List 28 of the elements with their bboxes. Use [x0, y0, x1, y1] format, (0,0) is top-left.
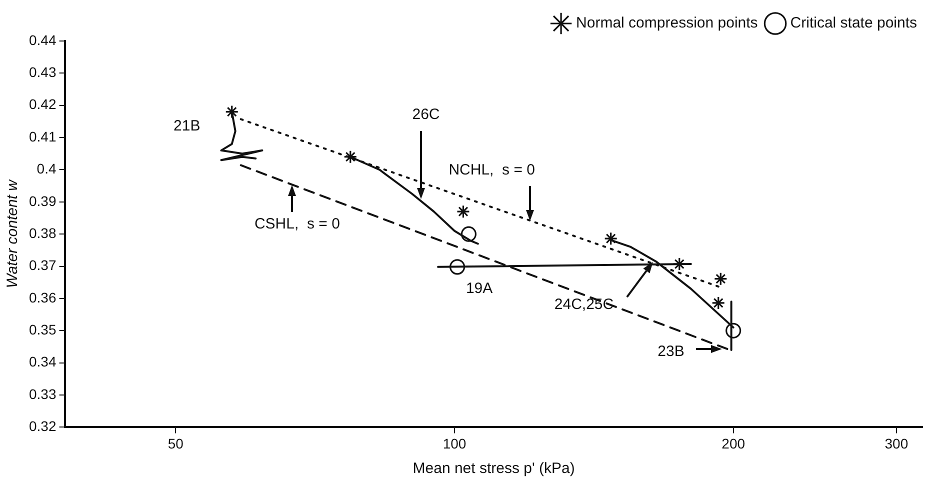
annotation: 24C,25C [554, 296, 614, 314]
y-tick-label: 0.36 [29, 289, 56, 306]
y-tick-label: 0.4 [36, 160, 56, 177]
annotation: 23B [658, 343, 684, 360]
x-tick-label: 100 [442, 435, 466, 452]
y-tick-label: 0.44 [29, 32, 56, 48]
annotation: NCHL, s = 0 [448, 162, 535, 179]
y-tick-label: 0.42 [29, 96, 56, 112]
x-tick-label: 200 [722, 435, 746, 452]
x-tick-label: 50 [168, 435, 184, 452]
y-tick-label: 0.41 [29, 128, 56, 144]
legend-label: Critical state points [790, 14, 917, 32]
annotation: CSHL, s = 0 [254, 216, 340, 233]
y-axis-title: Water content w [4, 178, 22, 288]
y-tick-label: 0.37 [29, 257, 56, 274]
y-tick-label: 0.39 [29, 192, 56, 209]
annotation: 26C [412, 106, 440, 124]
annotation: 19A [466, 280, 493, 298]
y-tick-label: 0.32 [29, 418, 56, 434]
y-tick-label: 0.35 [29, 322, 56, 338]
y-tick-label: 0.34 [29, 354, 56, 370]
x-tick-label: 300 [884, 435, 908, 452]
annotation: 21B [174, 117, 200, 134]
x-axis-title: Mean net stress p' (kPa) [412, 460, 575, 478]
y-tick-label: 0.38 [29, 224, 56, 241]
y-tick-label: 0.33 [29, 386, 56, 402]
y-tick-label: 0.43 [29, 64, 56, 80]
legend-label: Normal compression points [576, 14, 758, 32]
